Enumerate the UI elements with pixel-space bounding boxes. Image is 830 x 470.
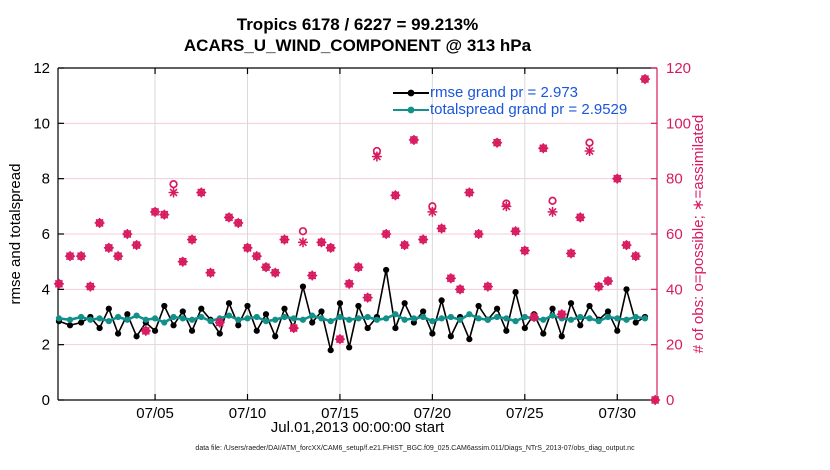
gridlines <box>58 68 657 400</box>
chart-title-line1: Tropics 6178 / 6227 = 99.213% <box>236 15 479 34</box>
svg-text:07/15: 07/15 <box>321 405 359 422</box>
svg-text:80: 80 <box>666 171 683 188</box>
svg-text:07/20: 07/20 <box>414 405 452 422</box>
svg-text:100: 100 <box>666 115 691 132</box>
data-file-path: data file: /Users/raeder/DAI/ATM_forcXX/… <box>195 445 635 452</box>
legend-item-totalspread: totalspread grand pr = 2.9529 <box>392 101 627 118</box>
obs-assimilated-series <box>53 73 661 406</box>
chart-title-line2: ACARS_U_WIND_COMPONENT @ 313 hPa <box>183 36 532 55</box>
totalspread-series <box>55 311 649 326</box>
svg-text:6: 6 <box>42 226 50 243</box>
svg-text:8: 8 <box>42 171 50 188</box>
svg-text:10: 10 <box>33 115 50 132</box>
bottom-tick-labels: 07/05 07/10 07/15 07/20 07/25 07/30 <box>136 405 636 422</box>
svg-text:60: 60 <box>666 226 683 243</box>
legend-item-rmse: rmse grand pr = 2.973 <box>392 84 627 101</box>
svg-text:120: 120 <box>666 60 691 77</box>
svg-text:07/30: 07/30 <box>598 405 636 422</box>
legend-rmse-line-icon <box>393 89 429 96</box>
svg-text:0: 0 <box>666 392 674 409</box>
svg-text:0: 0 <box>42 392 50 409</box>
svg-text:4: 4 <box>42 281 50 298</box>
legend-rmse-label: rmse grand pr = 2.973 <box>430 84 579 101</box>
rmse-series <box>55 266 649 354</box>
chart-title: Tropics 6178 / 6227 = 99.213% ACARS_U_WI… <box>58 14 657 56</box>
svg-text:40: 40 <box>666 281 683 298</box>
legend-totalspread-line-icon <box>393 106 429 113</box>
right-axis-label: # of obs: o=possible; ∗=assimilated <box>690 115 707 354</box>
axes <box>57 67 658 401</box>
svg-text:07/25: 07/25 <box>506 405 544 422</box>
svg-text:12: 12 <box>33 60 50 77</box>
left-axis-label: rmse and totalspread <box>7 164 24 305</box>
axis-labels: rmse and totalspread # of obs: o=possible… <box>7 115 707 354</box>
svg-text:07/10: 07/10 <box>229 405 267 422</box>
right-tick-labels: 0 20 40 60 80 100 120 <box>666 60 691 409</box>
left-tick-labels: 0 2 4 6 8 10 12 <box>33 60 50 409</box>
x-axis-label: Jul.01,2013 00:00:00 start <box>270 419 445 436</box>
legend-totalspread-label: totalspread grand pr = 2.9529 <box>430 101 628 118</box>
svg-text:2: 2 <box>42 337 50 354</box>
legend: rmse grand pr = 2.973 totalspread grand … <box>392 84 627 118</box>
svg-text:07/05: 07/05 <box>136 405 174 422</box>
svg-text:20: 20 <box>666 337 683 354</box>
obs-possible-series <box>54 74 660 405</box>
